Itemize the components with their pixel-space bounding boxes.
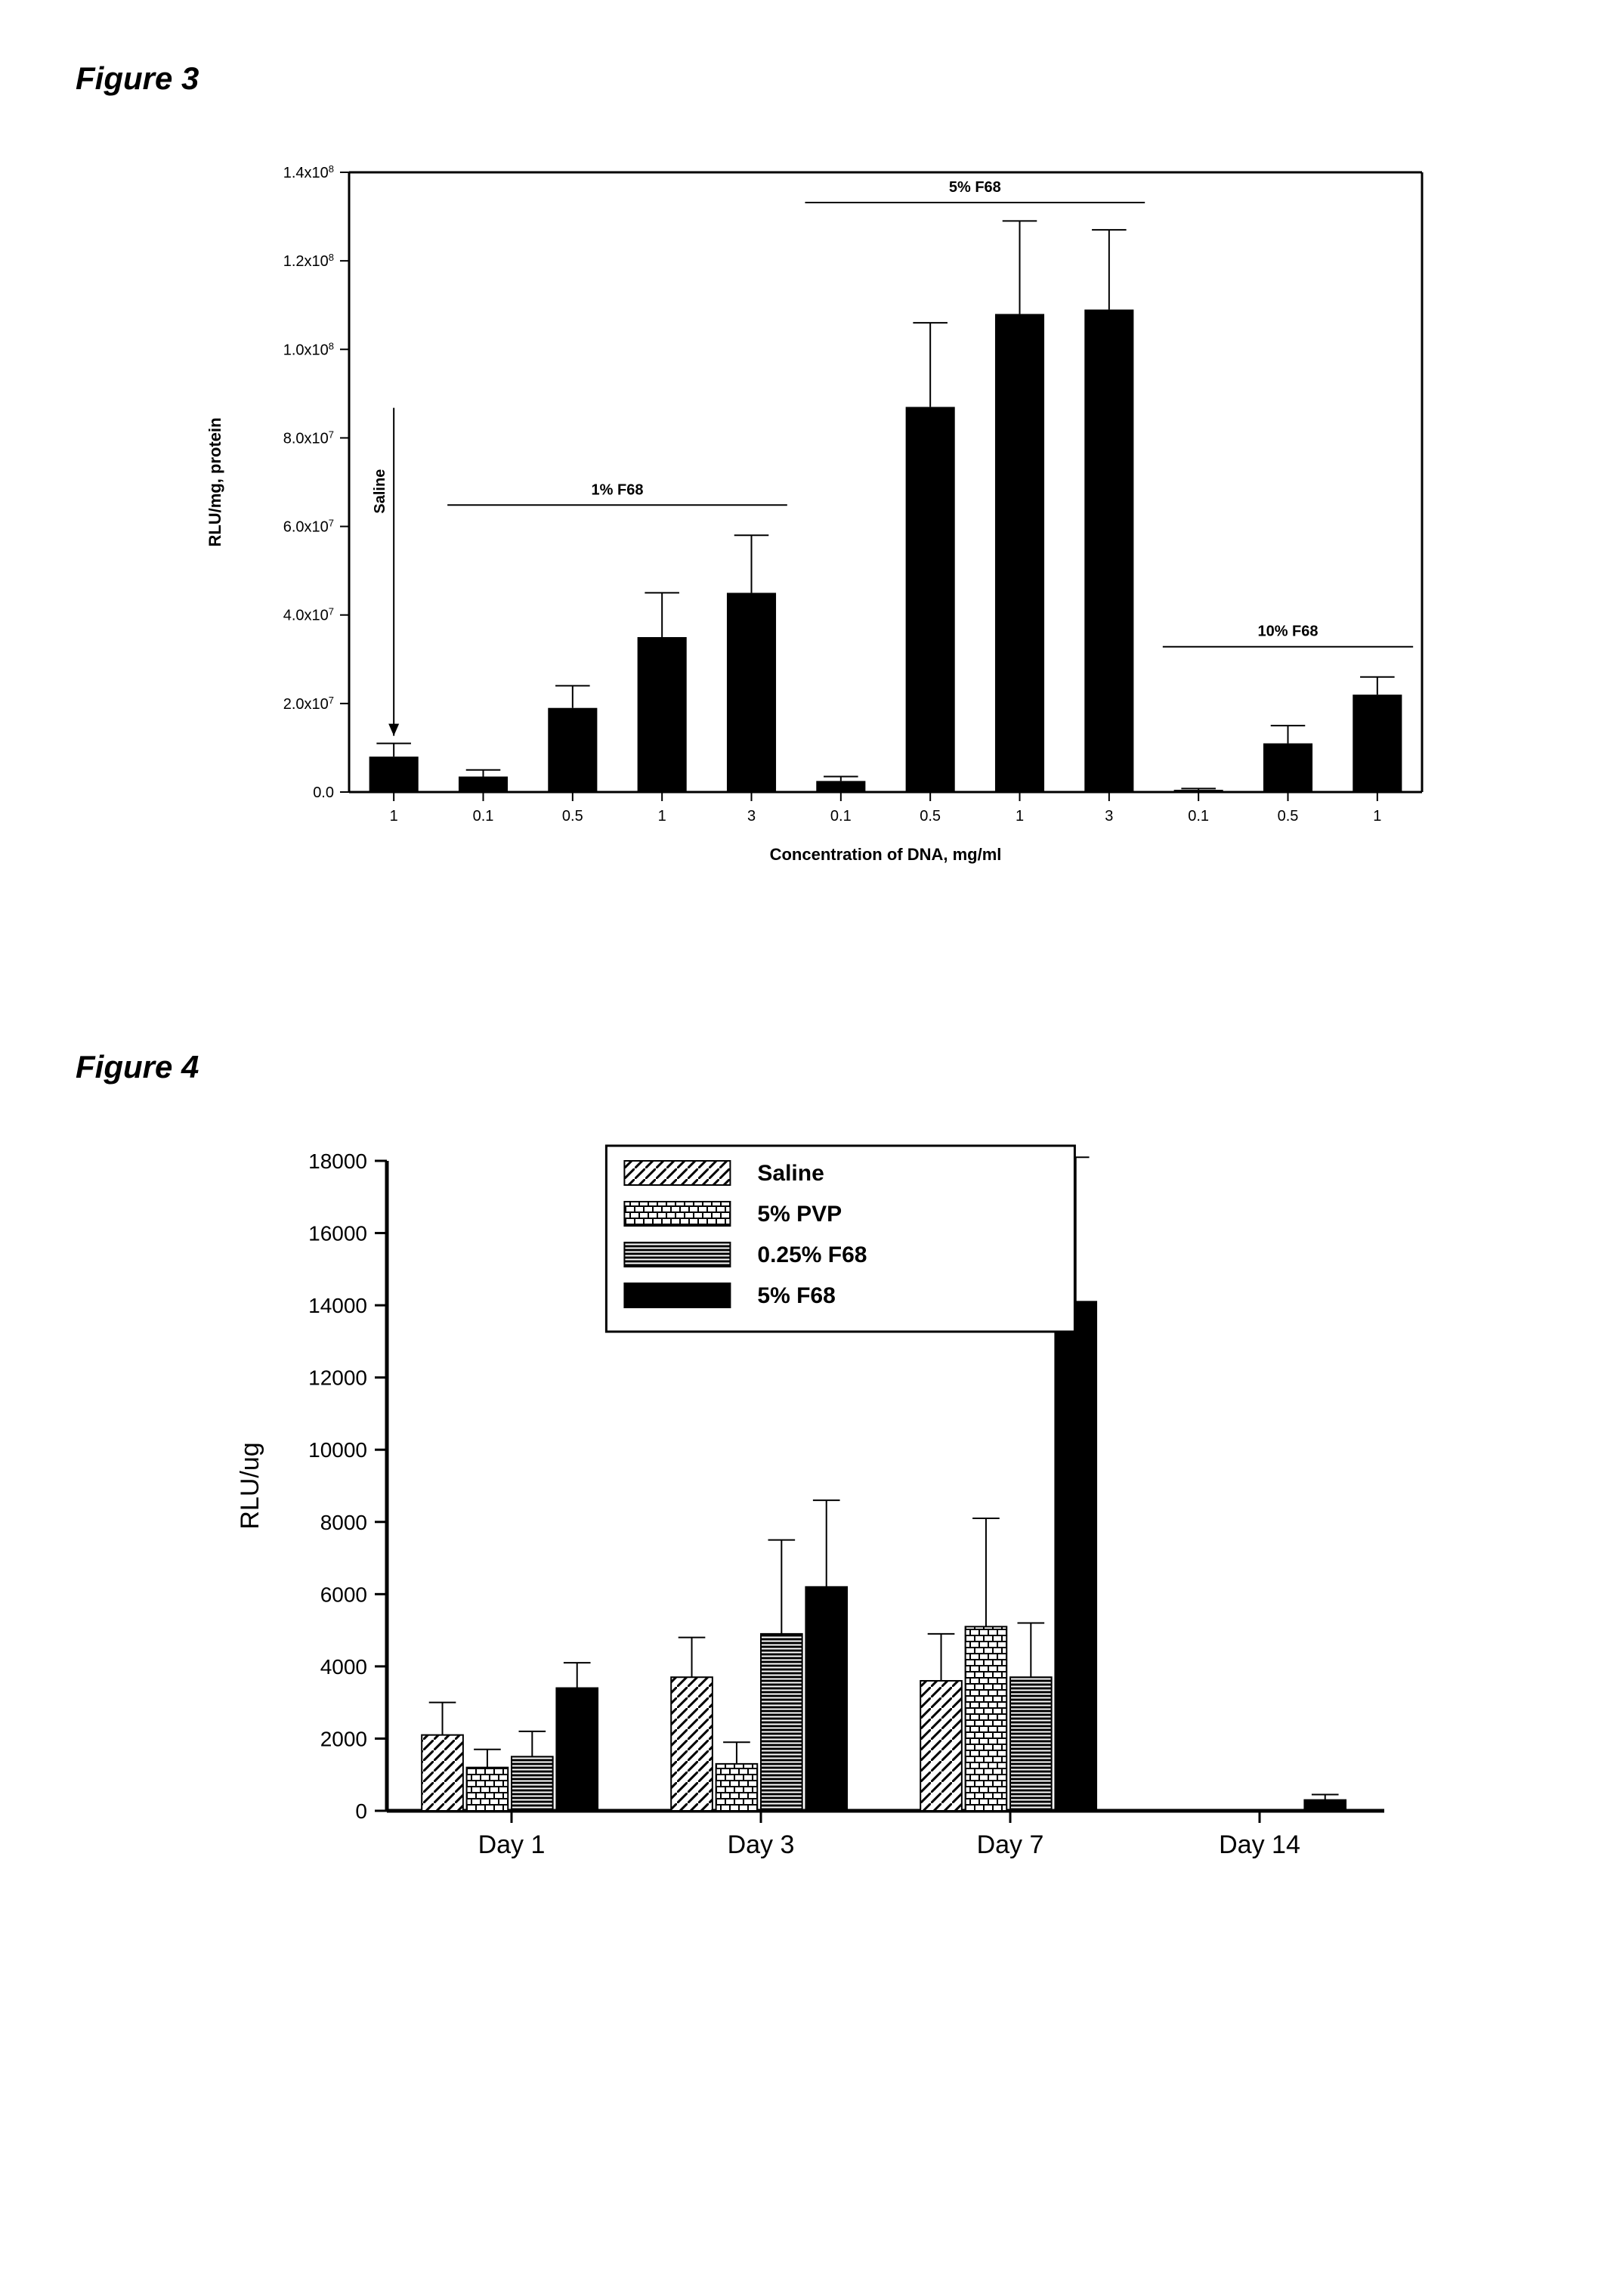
svg-text:5% F68: 5% F68 (757, 1283, 835, 1308)
svg-text:0.1: 0.1 (830, 808, 852, 825)
svg-text:3: 3 (747, 808, 756, 825)
figure4-chart-wrap: 0 2000 4000 6000 8000 10000 12000 14000 16000 180… (60, 1116, 1560, 1901)
svg-text:4.0x107: 4.0x107 (283, 605, 334, 624)
svg-text:Saline: Saline (372, 469, 388, 514)
svg-text:RLU/ug: RLU/ug (236, 1442, 264, 1529)
svg-text:10% F68: 10% F68 (1257, 624, 1318, 640)
svg-text:6000: 6000 (320, 1583, 367, 1606)
svg-text:16000: 16000 (308, 1222, 367, 1245)
svg-text:1: 1 (1373, 808, 1381, 825)
svg-text:14000: 14000 (308, 1294, 367, 1317)
svg-text:1.0x108: 1.0x108 (283, 340, 334, 359)
svg-text:1.4x108: 1.4x108 (283, 163, 334, 182)
svg-text:Saline: Saline (757, 1161, 824, 1186)
svg-text:RLU/mg, protein: RLU/mg, protein (206, 417, 224, 546)
svg-text:0.5: 0.5 (920, 808, 941, 825)
svg-text:8000: 8000 (320, 1511, 367, 1534)
svg-text:12000: 12000 (308, 1366, 367, 1390)
svg-text:0.0: 0.0 (313, 784, 334, 801)
figure3-chart-wrap: 0.0 2.0x107 4.0x107 6.0x107 8.0x107 1.0x108 1.… (60, 127, 1560, 898)
svg-text:Day 7: Day 7 (977, 1830, 1044, 1859)
svg-text:4000: 4000 (320, 1655, 367, 1679)
svg-text:0.1: 0.1 (1188, 808, 1209, 825)
svg-text:Day 3: Day 3 (728, 1830, 795, 1859)
svg-text:1.2x108: 1.2x108 (283, 252, 334, 271)
svg-text:5% PVP: 5% PVP (757, 1202, 842, 1227)
svg-text:0.5: 0.5 (562, 808, 583, 825)
svg-text:6.0x107: 6.0x107 (283, 517, 334, 536)
svg-text:3: 3 (1105, 808, 1113, 825)
svg-text:8.0x107: 8.0x107 (283, 429, 334, 447)
svg-text:Day 1: Day 1 (478, 1830, 546, 1859)
svg-text:18000: 18000 (308, 1150, 367, 1173)
svg-text:0.5: 0.5 (1278, 808, 1299, 825)
svg-text:5% F68: 5% F68 (949, 179, 1001, 196)
svg-text:10000: 10000 (308, 1438, 367, 1462)
svg-text:Concentration of DNA, mg/ml: Concentration of DNA, mg/ml (770, 845, 1002, 864)
svg-text:Day 14: Day 14 (1219, 1830, 1300, 1859)
figure4-title: Figure 4 (76, 1049, 1560, 1085)
svg-text:1: 1 (390, 808, 398, 825)
figure3-chart: 0.0 2.0x107 4.0x107 6.0x107 8.0x107 1.0x108 1.… (153, 127, 1467, 898)
svg-text:0: 0 (355, 1799, 367, 1823)
figure4-chart: 0 2000 4000 6000 8000 10000 12000 14000 16000 180… (190, 1116, 1430, 1901)
figure3-title: Figure 3 (76, 60, 1560, 97)
svg-text:2000: 2000 (320, 1727, 367, 1750)
svg-text:1: 1 (658, 808, 666, 825)
svg-text:2.0x107: 2.0x107 (283, 694, 334, 713)
svg-text:0.25% F68: 0.25% F68 (757, 1242, 867, 1267)
svg-text:0.1: 0.1 (473, 808, 494, 825)
svg-text:1: 1 (1016, 808, 1024, 825)
svg-text:1% F68: 1% F68 (592, 481, 644, 498)
